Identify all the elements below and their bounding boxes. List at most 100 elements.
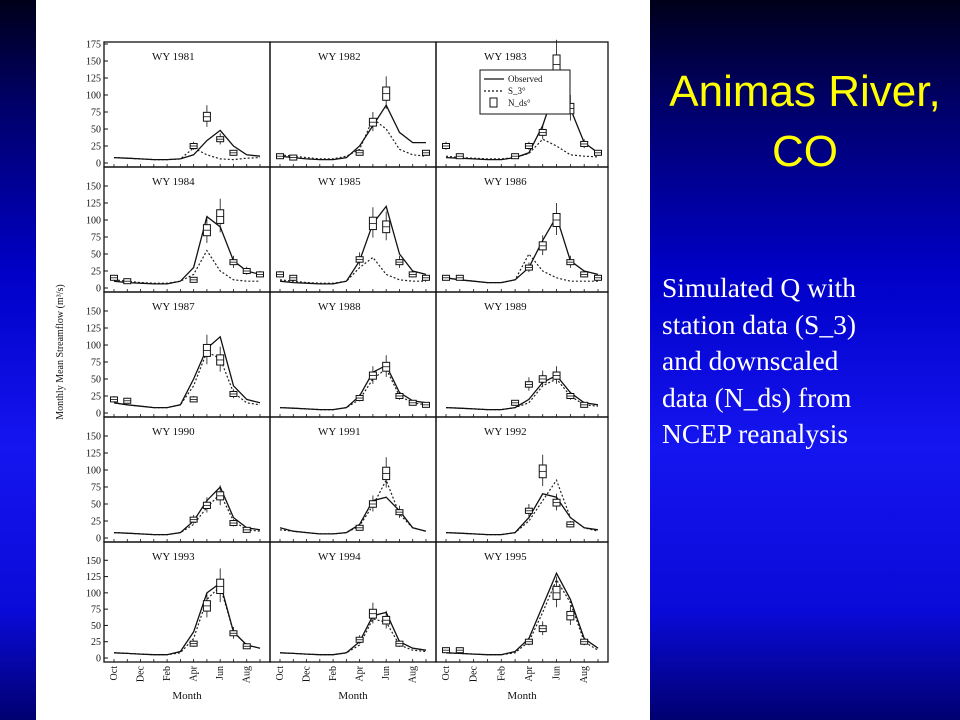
panel-title: WY 1987 [152, 301, 195, 313]
panel-wy-1983: WY 1983 Observed S_3° N_ds° [435, 39, 609, 168]
x-tick-label: Feb [162, 666, 173, 681]
panel-title: WY 1983 [484, 51, 527, 63]
series-observed-line [113, 215, 261, 285]
series-observed-line [445, 374, 599, 411]
x-tick-label: Aug [579, 666, 590, 683]
series-observed-line [113, 485, 261, 536]
y-tick-label: 0 [96, 534, 101, 545]
slide-body: Simulated Q with station data (S_3) and … [662, 270, 952, 453]
series-s3-line [113, 350, 261, 409]
x-tick-label: Apr [189, 665, 200, 681]
x-axis-label: Month [172, 690, 202, 702]
y-tick-label: 50 [91, 125, 101, 136]
panel-wy-1995: WY 1995 Oct Dec Feb Apr Jun Aug Month [435, 541, 609, 702]
panel-wy-1992: WY 1992 [435, 416, 609, 543]
y-tick-label: 100 [86, 216, 101, 227]
x-tick-label: Feb [496, 666, 507, 681]
y-tick-label: 50 [91, 500, 101, 511]
series-observed-line [113, 129, 261, 161]
series-s3-line [445, 578, 599, 656]
y-tick-label: 25 [91, 267, 101, 278]
panel-title: WY 1991 [318, 426, 361, 438]
panel-wy-1985: WY 1985 [269, 166, 437, 293]
y-tick-label: 100 [86, 91, 101, 102]
panel-title: WY 1990 [152, 426, 195, 438]
panel-title: WY 1984 [152, 176, 195, 188]
x-axis-label: Month [338, 690, 368, 702]
legend-entry: N_ds° [508, 98, 531, 108]
slide-body-line: NCEP reanalysis [662, 418, 849, 449]
x-tick-label: Aug [242, 666, 253, 683]
y-tick-label: 175 [86, 40, 101, 51]
x-tick-label: Dec [302, 665, 313, 682]
panel-title: WY 1994 [318, 551, 361, 563]
y-tick-label: 25 [91, 142, 101, 153]
y-tick-label: 75 [91, 358, 101, 369]
series-s3-line [279, 256, 426, 284]
y-tick-label: 100 [86, 341, 101, 352]
y-tick-label: 50 [91, 250, 101, 261]
panel-wy-1988: WY 1988 [269, 291, 437, 418]
y-tick-label: 150 [86, 57, 101, 68]
series-s3-line [445, 378, 599, 411]
panel-title: WY 1982 [318, 51, 361, 63]
y-tick-label: 0 [96, 159, 101, 170]
slide-title-line: CO [772, 127, 838, 176]
x-tick-label: Oct [441, 666, 452, 681]
slide-body-line: Simulated Q with [662, 272, 857, 303]
x-tick-label: Dec [136, 665, 147, 682]
panel-frame [435, 541, 609, 663]
slide-title-line: Animas River, [669, 67, 941, 116]
slide-title: Animas River, CO [650, 62, 960, 182]
panel-title: WY 1986 [484, 176, 527, 188]
y-tick-label: 75 [91, 605, 101, 616]
y-tick-label: 25 [91, 637, 101, 648]
x-tick-label: Oct [109, 666, 120, 681]
series-observed-line [279, 364, 427, 411]
panel-wy-1994: WY 1994 Oct Dec Feb Apr Jun Aug Month [269, 541, 437, 702]
panel-title: WY 1981 [152, 51, 195, 63]
y-tick-label: 125 [86, 199, 101, 210]
series-s3-line [113, 585, 261, 656]
y-tick-label: 0 [96, 409, 101, 420]
streamflow-figure: Monthly Mean Streamflow (m³/s) WY 1981 0 25… [55, 39, 609, 702]
y-tick-label: 100 [86, 466, 101, 477]
y-tick-label: 0 [96, 654, 101, 665]
x-tick-label: Apr [355, 665, 366, 681]
series-observed-line [279, 496, 427, 535]
x-tick-label: Dec [469, 665, 480, 682]
slide-body-line: station data (S_3) [662, 308, 856, 340]
series-s3-line [445, 252, 598, 284]
panel-wy-1993: WY 1993 0 25 50 75 100 125 150 Oct Dec Feb Apr Jun Au… [86, 541, 271, 702]
series-observed-line [279, 204, 427, 285]
y-tick-label: 0 [96, 284, 101, 295]
series-s3-line [445, 138, 599, 160]
y-tick-label: 125 [86, 74, 101, 85]
y-tick-label: 25 [91, 517, 101, 528]
legend-entry: S_3° [508, 86, 526, 96]
x-axis-label: Month [507, 690, 537, 702]
x-tick-label: Jun [215, 666, 226, 680]
panel-title: WY 1988 [318, 301, 361, 313]
series-s3-line [113, 492, 261, 536]
legend-entry: Observed [508, 74, 543, 84]
series-observed-line [279, 103, 426, 161]
series-s3-line [279, 618, 427, 656]
y-tick-label: 150 [86, 556, 101, 567]
y-tick-label: 50 [91, 621, 101, 632]
y-tick-label: 125 [86, 572, 101, 583]
panel-wy-1982: WY 1982 [269, 41, 437, 168]
series-observed-line [445, 214, 599, 284]
y-tick-label: 125 [86, 449, 101, 460]
y-tick-label: 75 [91, 483, 101, 494]
series-s3-line [445, 478, 599, 536]
panel-wy-1990: WY 1990 0 25 50 75 100 125 150 [86, 416, 271, 545]
figure-panel: Monthly Mean Streamflow (m³/s) WY 1981 0 25… [36, 0, 650, 720]
y-tick-label: 125 [86, 324, 101, 335]
legend-swatch-nds [489, 97, 498, 108]
y-tick-label: 75 [91, 108, 101, 119]
y-tick-label: 150 [86, 432, 101, 443]
panel-title: WY 1985 [318, 176, 361, 188]
panel-wy-1986: WY 1986 [435, 166, 609, 293]
x-tick-label: Jun [381, 666, 392, 680]
